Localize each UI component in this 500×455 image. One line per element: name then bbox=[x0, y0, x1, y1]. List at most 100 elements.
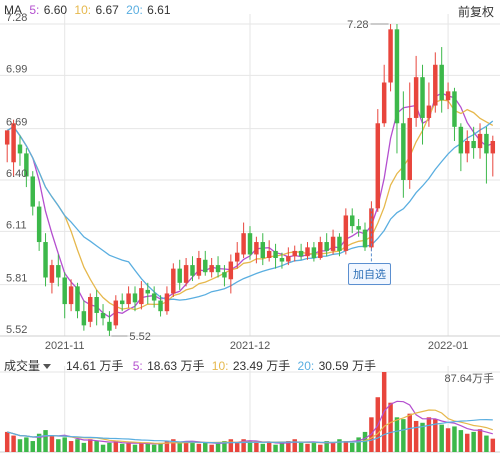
volume-bar bbox=[222, 441, 227, 452]
candle-body bbox=[196, 258, 202, 276]
volume-legend: 14.61 万手 5: 18.63 万手 10: 23.49 万手 20: 30… bbox=[66, 357, 380, 374]
candle-body bbox=[305, 247, 310, 257]
volume-bar bbox=[107, 442, 112, 452]
volume-max-label: 87.64万手 bbox=[444, 371, 494, 385]
volume-bar bbox=[356, 437, 361, 452]
volume-bar bbox=[190, 441, 195, 452]
candle-body bbox=[286, 256, 291, 262]
volume-bar bbox=[471, 431, 476, 452]
volume-bar bbox=[407, 413, 412, 452]
volume-bar bbox=[36, 433, 42, 452]
candle-body bbox=[126, 293, 131, 305]
volume-bar bbox=[465, 433, 470, 452]
ma20-line bbox=[6, 120, 494, 301]
volume-bar bbox=[413, 420, 419, 452]
ma-label: MA bbox=[4, 3, 22, 17]
volume-bar bbox=[260, 443, 266, 452]
volume-bar bbox=[49, 435, 55, 452]
candle-body bbox=[145, 289, 151, 294]
candle-body bbox=[356, 226, 361, 230]
volume-bar bbox=[426, 417, 432, 452]
volume-bar bbox=[30, 441, 35, 452]
candle-body bbox=[164, 293, 170, 312]
candle-body bbox=[426, 105, 432, 118]
candle-body bbox=[465, 141, 470, 154]
volume-bar bbox=[458, 430, 464, 452]
volume-bar bbox=[68, 441, 74, 452]
candle-body bbox=[215, 265, 221, 273]
candle-body bbox=[401, 123, 406, 180]
candle-body bbox=[394, 29, 400, 124]
volume-bar bbox=[362, 431, 368, 452]
ma5-value: 6.60 bbox=[43, 3, 68, 17]
volume-bar bbox=[145, 443, 151, 452]
volume-bar bbox=[113, 441, 119, 452]
volume-bar bbox=[183, 441, 189, 452]
volume-bar bbox=[4, 431, 10, 452]
candle-body bbox=[369, 208, 374, 248]
vol-ma5-value: 18.63 万手 bbox=[147, 359, 205, 373]
volume-bar bbox=[305, 443, 310, 452]
candle-body bbox=[349, 215, 355, 227]
volume-bar bbox=[56, 439, 61, 452]
candle-body bbox=[484, 133, 489, 154]
vol-ma5-label: 5: bbox=[132, 359, 143, 373]
price-annotations: 7.28 5.52 bbox=[111, 19, 389, 343]
candle-body bbox=[273, 250, 278, 258]
volume-bar bbox=[132, 444, 138, 452]
volume-bar bbox=[266, 441, 272, 452]
volume-bar bbox=[88, 439, 93, 452]
volume-bar bbox=[394, 417, 400, 452]
candle-body bbox=[30, 176, 35, 207]
volume-bar bbox=[119, 443, 125, 452]
price-tick-label: 6.40 bbox=[6, 168, 27, 180]
volume-bar bbox=[177, 442, 182, 452]
ma20-label: 20: bbox=[126, 3, 143, 17]
volume-bar bbox=[279, 442, 285, 452]
candle-body bbox=[43, 242, 48, 278]
candle-body bbox=[324, 242, 329, 251]
vol-ma20-line bbox=[7, 418, 493, 444]
candle-body bbox=[407, 117, 412, 180]
date-tick-label: 2022-01 bbox=[428, 340, 468, 352]
candle-body bbox=[100, 312, 106, 319]
volume-bar bbox=[433, 419, 438, 452]
volume-bar bbox=[17, 439, 23, 452]
volume-bar bbox=[158, 442, 163, 452]
volume-bar bbox=[490, 438, 496, 452]
candle-body bbox=[158, 300, 163, 312]
chevron-down-icon bbox=[43, 364, 52, 370]
volume-bar bbox=[126, 442, 131, 452]
adjust-mode-button[interactable]: 前复权 bbox=[457, 5, 494, 19]
volume-indicator-selector[interactable]: 成交量 bbox=[4, 357, 52, 374]
candle-body bbox=[68, 286, 74, 305]
candle-body bbox=[266, 250, 272, 258]
candle-body bbox=[139, 288, 144, 305]
candle-body bbox=[490, 141, 496, 154]
candle-body bbox=[260, 242, 266, 258]
volume-bar bbox=[388, 402, 393, 452]
volume-bar bbox=[100, 444, 106, 452]
price-tick-label: 6.99 bbox=[6, 63, 27, 75]
candle-body bbox=[330, 236, 336, 251]
candle-body bbox=[56, 265, 61, 278]
vol-ma20-label: 20: bbox=[297, 359, 315, 373]
candle-body bbox=[24, 153, 29, 177]
candle-body bbox=[107, 321, 112, 331]
candle-body bbox=[94, 297, 99, 313]
price-tick-label: 5.81 bbox=[6, 273, 27, 285]
volume-bar bbox=[164, 441, 170, 452]
candle-body bbox=[247, 233, 253, 255]
volume-bar bbox=[241, 439, 246, 452]
volume-bar bbox=[330, 442, 336, 452]
add-to-watchlist-badge[interactable]: 加自选 bbox=[348, 263, 391, 285]
volume-bar bbox=[452, 426, 457, 452]
candle-body bbox=[49, 265, 55, 283]
volume-bar bbox=[445, 428, 451, 452]
vol-ma10-value: 23.49 万手 bbox=[232, 359, 291, 373]
candle-body bbox=[343, 215, 349, 251]
candle-body bbox=[222, 272, 227, 278]
volume-bar bbox=[234, 442, 240, 452]
ma10-label: 10: bbox=[74, 3, 92, 17]
